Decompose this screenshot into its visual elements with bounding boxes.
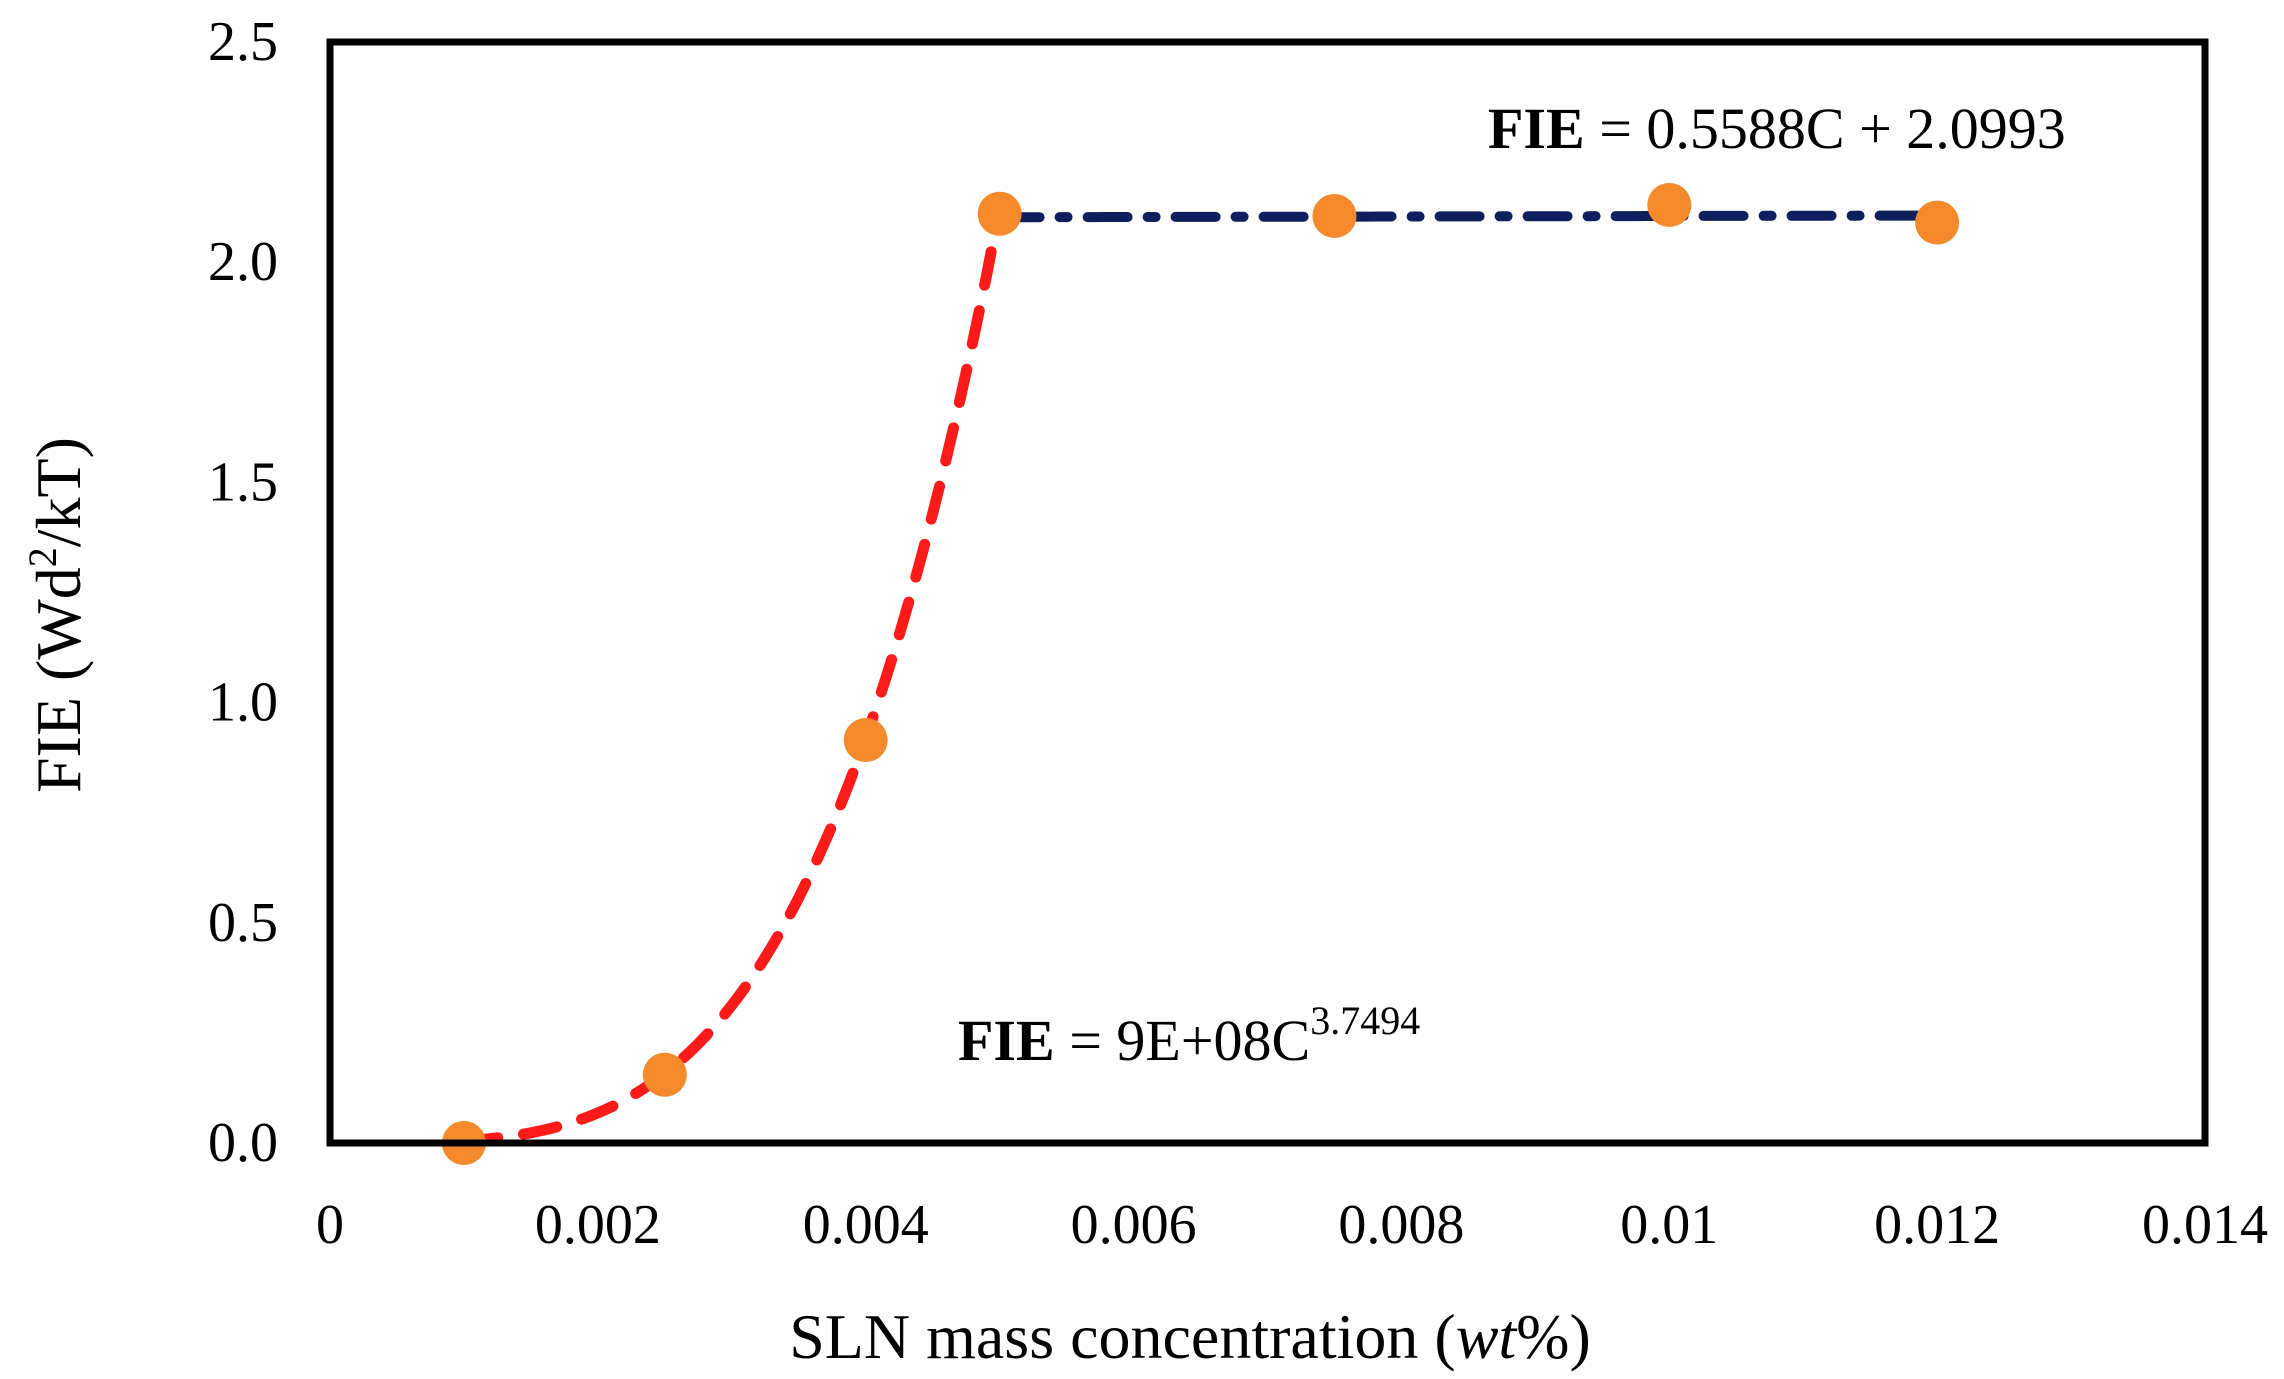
x-tick-label: 0.004 [803,1194,929,1256]
linear-fit-line [994,210,1929,223]
y-tick-label: 0.0 [208,1112,278,1174]
linear-fit-equation-text: = 0.5588C + 2.0993 [1585,96,2066,161]
x-tick-label: 0.006 [1071,1194,1197,1256]
y-tick-label: 1.5 [208,451,278,513]
x-tick-labels: 0 0.002 0.004 0.006 0.008 0.01 0.012 0.014 [316,1194,2268,1256]
x-tick-label: 0.008 [1338,1194,1464,1256]
linear-fit-equation-bold: FIE [1488,96,1585,161]
power-fit-equation-bold: FIE [958,1008,1055,1073]
y-tick-label: 2.0 [208,231,278,293]
data-points [441,182,1960,1165]
x-axis-title: SLN mass concentration (wt%) [789,1301,1591,1372]
data-point [1312,193,1357,238]
x-tick-label: 0.012 [1874,1194,2000,1256]
linear-fit-equation: FIE = 0.5588C + 2.0993 [1488,96,2066,161]
power-fit-equation-text: = 9E+08C [1055,1008,1311,1073]
data-point [1915,200,1960,245]
y-axis-title-superscript: 2 [20,547,65,567]
power-fit-line [458,202,1006,1147]
y-axis-title-end: /kT) [23,437,94,547]
y-tick-labels: 0.0 0.5 1.0 1.5 2.0 2.5 [208,11,278,1174]
x-axis-title-end: %) [1516,1301,1591,1372]
x-tick-label: 0.01 [1620,1194,1718,1256]
data-point [1647,182,1692,227]
plot-area-frame [326,38,2209,1147]
x-tick-label: 0 [316,1194,344,1256]
y-tick-label: 0.5 [208,892,278,954]
y-tick-label: 1.0 [208,672,278,734]
x-axis-title-main: SLN mass concentration ( [789,1301,1456,1372]
y-axis-title-main: FIE (Wd [23,567,94,793]
y-tick-label: 2.5 [208,11,278,73]
power-fit-equation: FIE = 9E+08C3.7494 [958,998,1420,1073]
x-tick-label: 0.014 [2142,1194,2268,1256]
data-point [642,1052,687,1097]
x-tick-label: 0.002 [535,1194,661,1256]
y-axis-title: FIE (Wd2/kT) [20,437,94,793]
x-axis-title-italic: wt [1456,1301,1519,1372]
fit-lines [458,202,1929,1147]
data-point [977,191,1022,236]
power-fit-equation-exponent: 3.7494 [1310,998,1420,1043]
data-point [843,718,888,763]
